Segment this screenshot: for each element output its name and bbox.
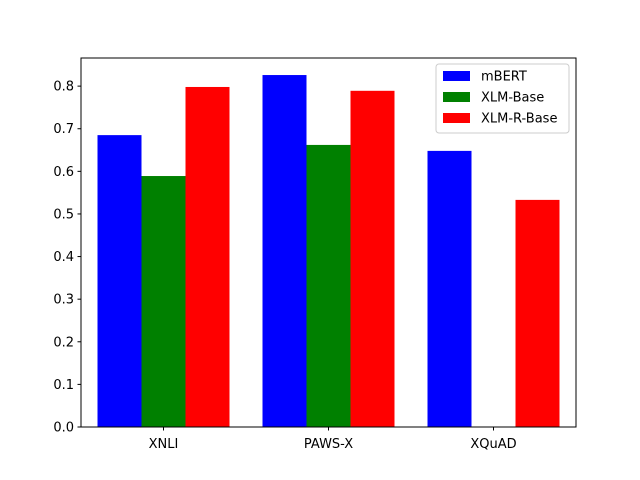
y-tick-label: 0.5 [53, 207, 74, 222]
legend-label-xlm-base: XLM-Base [481, 91, 544, 106]
bar-xlm-base-xnli [141, 176, 186, 427]
bar-xlm-r-base-xnli [185, 86, 230, 427]
y-tick-label: 0.1 [53, 378, 74, 393]
legend-swatch-mbert [443, 71, 470, 81]
bar-mbert-paws-x [262, 75, 307, 427]
y-tick-label: 0.4 [53, 250, 74, 265]
x-tick-label: PAWS-X [304, 437, 353, 452]
legend-swatch-xlm-base [443, 92, 470, 102]
legend: mBERT XLM-Base XLM-R-Base [435, 63, 570, 134]
legend-label-mbert: mBERT [481, 70, 527, 85]
bars-layer [97, 75, 560, 428]
bar-xlm-r-base-paws-x [350, 90, 395, 427]
y-tick-label: 0.3 [53, 293, 74, 308]
bar-xlm-base-paws-x [306, 144, 351, 428]
y-axis: 0.0 0.1 0.2 0.3 0.4 0.5 0.6 0.7 0.8 [53, 80, 81, 436]
legend-swatch-xlm-r-base [443, 113, 470, 123]
y-tick-label: 0.2 [53, 335, 74, 350]
y-tick-label: 0.7 [53, 122, 74, 137]
x-axis: XNLI PAWS-X XQuAD [149, 427, 517, 452]
x-tick-label: XQuAD [470, 437, 516, 452]
legend-label-xlm-r-base: XLM-R-Base [481, 112, 557, 127]
bar-mbert-xnli [97, 135, 142, 428]
y-tick-label: 0.6 [53, 165, 74, 180]
bar-xlm-r-base-xquad [515, 199, 560, 427]
y-tick-label: 0.8 [53, 80, 74, 95]
bar-mbert-xquad [427, 150, 472, 427]
y-tick-label: 0.0 [53, 421, 74, 436]
x-tick-label: XNLI [149, 437, 179, 452]
